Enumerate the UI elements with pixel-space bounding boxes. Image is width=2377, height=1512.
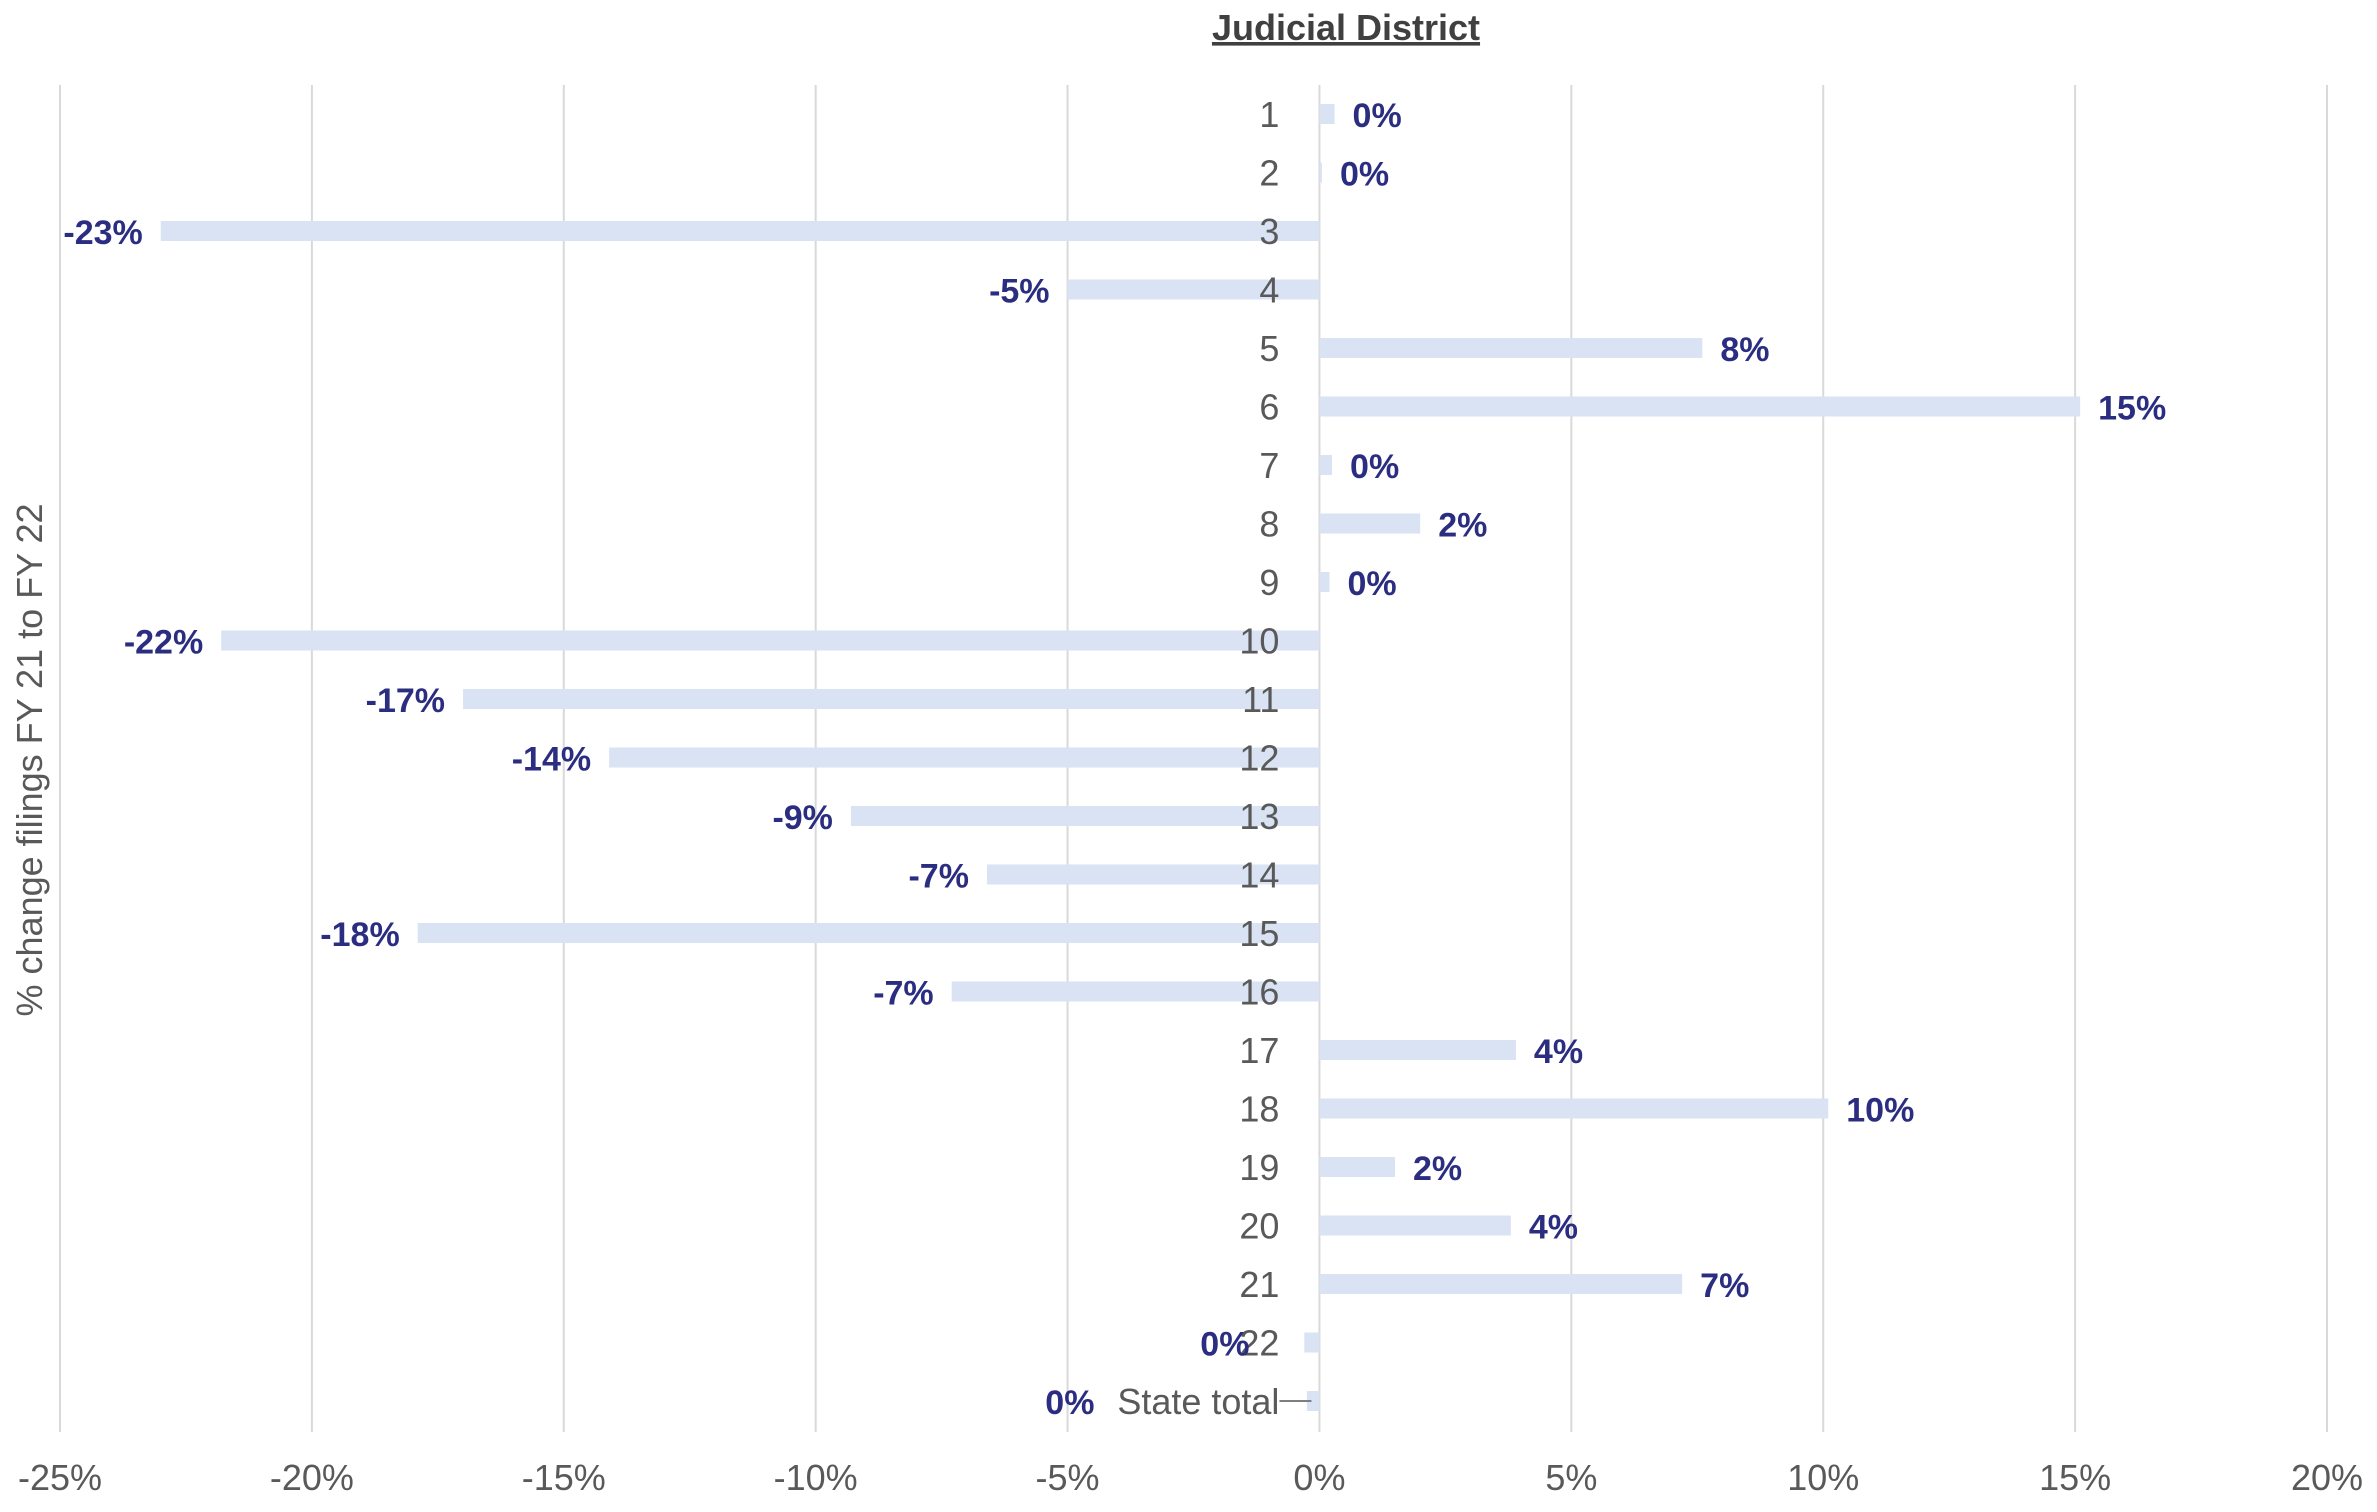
bar [160, 221, 1320, 241]
x-tick-label: -10% [774, 1457, 858, 1498]
data-label: -18% [320, 916, 399, 954]
category-label: 20 [1239, 1206, 1279, 1247]
data-label: -14% [512, 741, 591, 779]
data-label: 10% [1846, 1092, 1914, 1130]
category-label: 13 [1239, 796, 1279, 837]
bar [1319, 162, 1322, 183]
data-label: 8% [1720, 331, 1769, 369]
category-label: 15 [1239, 913, 1279, 954]
bar [1319, 104, 1335, 124]
category-label: 12 [1239, 738, 1279, 779]
bar [609, 747, 1320, 768]
data-label: 0% [1340, 156, 1389, 194]
data-label: -5% [989, 273, 1049, 311]
bar [221, 630, 1320, 651]
bar [1319, 1274, 1683, 1294]
category-label: 17 [1239, 1030, 1279, 1071]
data-label: -7% [908, 858, 968, 896]
bar [951, 981, 1320, 1002]
category-label: 9 [1259, 562, 1279, 603]
data-label: 0% [1350, 448, 1399, 486]
bar [1319, 513, 1421, 534]
data-label: -17% [366, 682, 445, 720]
category-label: 21 [1239, 1264, 1279, 1305]
data-label: 0% [1348, 565, 1397, 603]
data-label: -23% [63, 214, 142, 252]
category-label: 11 [1242, 679, 1279, 720]
bar [1319, 1098, 1829, 1119]
data-label: -7% [873, 975, 933, 1013]
x-tick-label: -15% [522, 1457, 606, 1498]
bar [1319, 572, 1330, 592]
category-labels: 12345678910111213141516171819202122State… [1117, 94, 1279, 1422]
data-label: 15% [2098, 390, 2166, 428]
data-labels: 0% 0% -23% -5% 8% 15% 0% 2% 0% -22% -17% -14% -9% -7%… [63, 97, 2166, 1422]
x-tick-label: 5% [1545, 1457, 1597, 1498]
x-tick-label: 15% [2039, 1457, 2111, 1498]
x-axis-ticks: -25% -20% -15% -10% -5% 0% 5% 10% 15% 20% [18, 1457, 2363, 1498]
bar [850, 806, 1320, 826]
x-tick-label: -20% [270, 1457, 354, 1498]
bar [1319, 396, 2081, 417]
bar [1319, 338, 1703, 358]
bar [417, 923, 1320, 943]
data-label: 0% [1045, 1384, 1094, 1422]
category-label: 18 [1239, 1089, 1279, 1130]
x-tick-label: 20% [2291, 1457, 2363, 1498]
category-label: 22 [1239, 1323, 1279, 1364]
category-label: 8 [1259, 504, 1279, 545]
bar [1319, 455, 1333, 475]
x-tick-label: 10% [1787, 1457, 1859, 1498]
category-label: 16 [1239, 972, 1279, 1013]
bar [463, 689, 1320, 709]
bar [1306, 1391, 1320, 1411]
chart-title: Judicial District [1212, 7, 1480, 48]
data-label: -22% [124, 624, 203, 662]
bar [1067, 279, 1320, 300]
category-label: 2 [1259, 153, 1279, 194]
category-label: State total [1117, 1381, 1279, 1422]
data-label: 4% [1529, 1209, 1578, 1247]
data-label: 7% [1700, 1267, 1749, 1305]
bar [1304, 1332, 1320, 1353]
category-label: 7 [1259, 445, 1279, 486]
category-label: 5 [1259, 328, 1279, 369]
category-label: 10 [1239, 621, 1279, 662]
category-label: 6 [1259, 387, 1279, 428]
data-label: 4% [1534, 1033, 1583, 1071]
category-label: 14 [1239, 855, 1279, 896]
bars [160, 104, 2081, 1411]
data-label: 2% [1413, 1150, 1462, 1188]
bar [1319, 1215, 1511, 1236]
x-tick-label: 0% [1293, 1457, 1345, 1498]
category-label: 3 [1259, 211, 1279, 252]
data-label: 0% [1200, 1326, 1249, 1364]
data-label: -9% [772, 799, 832, 837]
category-label: 1 [1259, 94, 1279, 135]
x-tick-label: -25% [18, 1457, 102, 1498]
category-label: 19 [1239, 1147, 1279, 1188]
bar [1319, 1040, 1516, 1060]
category-label: 4 [1259, 270, 1279, 311]
data-label: 2% [1438, 507, 1487, 545]
x-tick-label: -5% [1036, 1457, 1100, 1498]
bar [1319, 1157, 1396, 1177]
data-label: 0% [1353, 97, 1402, 135]
bar [986, 864, 1320, 885]
y-axis-label: % change filings FY 21 to FY 22 [9, 504, 50, 1017]
